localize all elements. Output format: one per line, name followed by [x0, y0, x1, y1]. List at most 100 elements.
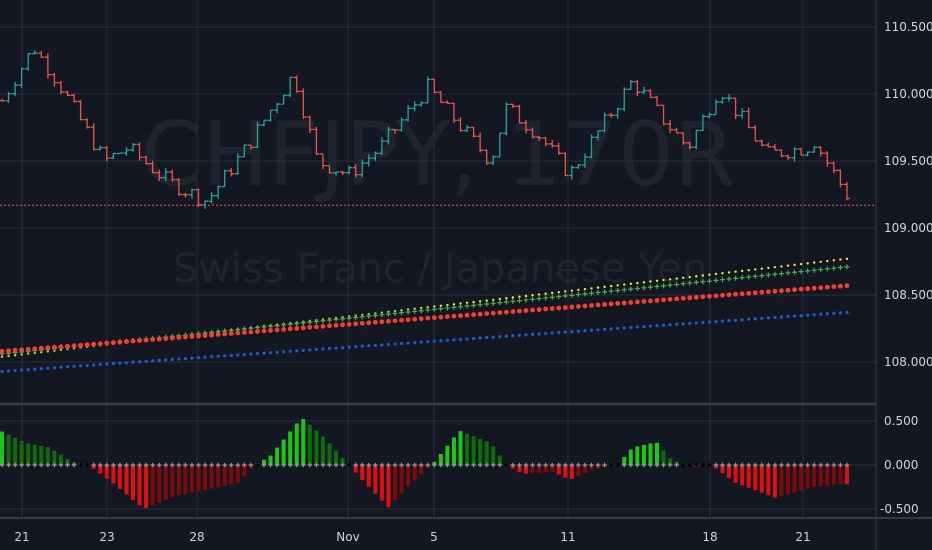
histogram-bar: [65, 458, 70, 465]
ohlc-bar: [274, 102, 281, 114]
ma-point: [609, 284, 613, 288]
ohlc-bar: [509, 103, 516, 108]
histogram-bar: [478, 438, 483, 465]
histogram-bar: [831, 465, 836, 485]
price-axis[interactable]: 110.500 110.000 109.500 109.000 108.500 108.0…: [884, 20, 932, 369]
time-axis[interactable]: 21 23 28 Nov 5 11 18 21: [14, 530, 810, 544]
ma-point: [399, 317, 404, 323]
ma-point: [78, 342, 83, 348]
ma-point: [661, 323, 666, 327]
ma-point: [189, 334, 195, 339]
ma-point: [695, 275, 698, 278]
ma-point: [190, 356, 194, 360]
ma-point: [655, 324, 659, 328]
ohlc-bar: [57, 81, 64, 95]
ma-point: [707, 320, 712, 324]
ma-point: [58, 344, 64, 350]
ohlc-bar: [84, 118, 91, 129]
ma-point: [647, 284, 653, 290]
zero-marker: [543, 462, 548, 468]
ma-point: [347, 345, 351, 349]
ma-point: [458, 313, 463, 319]
ohlc-bar: [588, 134, 595, 159]
ma-point: [92, 363, 96, 367]
ohlc-bar: [77, 100, 84, 121]
histogram-bar: [759, 465, 764, 493]
histogram-bar: [209, 465, 214, 489]
histogram-bar: [746, 465, 751, 488]
ma-point: [33, 367, 37, 371]
ma-point: [549, 306, 555, 311]
zero-marker: [268, 462, 273, 468]
zero-marker: [294, 462, 299, 468]
ma-point: [170, 357, 174, 362]
oscillator-axis[interactable]: 0.500 0.000 -0.500: [880, 414, 919, 516]
ohlc-bar: [352, 164, 359, 178]
zero-marker: [340, 462, 345, 468]
ma-point: [739, 275, 745, 281]
ohlc-bar: [378, 137, 385, 156]
zero-marker: [582, 462, 588, 468]
ma-point: [726, 292, 732, 298]
ma-point: [281, 322, 287, 328]
ohlc-bar: [116, 152, 123, 155]
ma-point: [636, 281, 639, 285]
zero-marker: [641, 462, 647, 468]
zero-marker: [681, 462, 686, 468]
ma-point: [818, 285, 824, 291]
ma-point: [301, 348, 305, 352]
ma-point: [393, 342, 397, 346]
ma-point: [733, 275, 739, 281]
ma-point: [681, 322, 685, 326]
histogram-bar: [216, 465, 221, 488]
histogram-bar: [648, 443, 653, 465]
ma-point: [485, 335, 489, 340]
ohlc-bar: [188, 188, 195, 199]
ma-point: [765, 272, 771, 278]
ma-point: [444, 305, 450, 311]
ma-point: [176, 335, 182, 340]
ma-point: [754, 268, 757, 271]
ma-point: [97, 341, 103, 347]
ma-point: [550, 331, 554, 335]
zero-marker: [45, 462, 51, 468]
ohlc-bar: [267, 109, 274, 122]
ma-point: [642, 281, 646, 284]
ma-point: [242, 352, 246, 357]
ma-point: [634, 285, 640, 291]
ma-point: [760, 267, 763, 270]
zero-marker: [163, 462, 168, 468]
ma-point: [734, 270, 737, 273]
ma-point: [367, 344, 371, 348]
moving-average-ma_red: [0, 283, 850, 354]
ohlc-bar: [411, 101, 418, 112]
ohlc-bar: [804, 151, 811, 157]
zero-marker: [576, 462, 581, 468]
ma-point: [425, 307, 431, 313]
ma-point: [118, 361, 122, 365]
ohlc-bar: [745, 107, 752, 129]
histogram-bar: [537, 465, 542, 473]
ma-point: [562, 293, 568, 299]
histogram-bar: [288, 431, 293, 465]
ma-point: [46, 366, 50, 370]
histogram-bar: [150, 465, 155, 506]
histogram-bar: [170, 465, 175, 498]
ma-point: [491, 335, 495, 339]
zero-marker: [242, 462, 247, 468]
zero-marker: [32, 462, 37, 468]
ma-point: [386, 318, 391, 324]
ohlc-bar: [699, 114, 706, 132]
zero-marker: [772, 462, 778, 468]
ma-point: [595, 290, 601, 296]
zero-marker: [785, 462, 791, 468]
ohlc-bar: [667, 120, 674, 134]
ma-point: [798, 269, 804, 275]
ma-point: [517, 333, 522, 337]
ma-point: [556, 294, 562, 300]
ma-point: [425, 315, 431, 321]
ma-point: [793, 263, 796, 267]
ma-point: [405, 317, 411, 323]
ma-point: [595, 302, 601, 308]
